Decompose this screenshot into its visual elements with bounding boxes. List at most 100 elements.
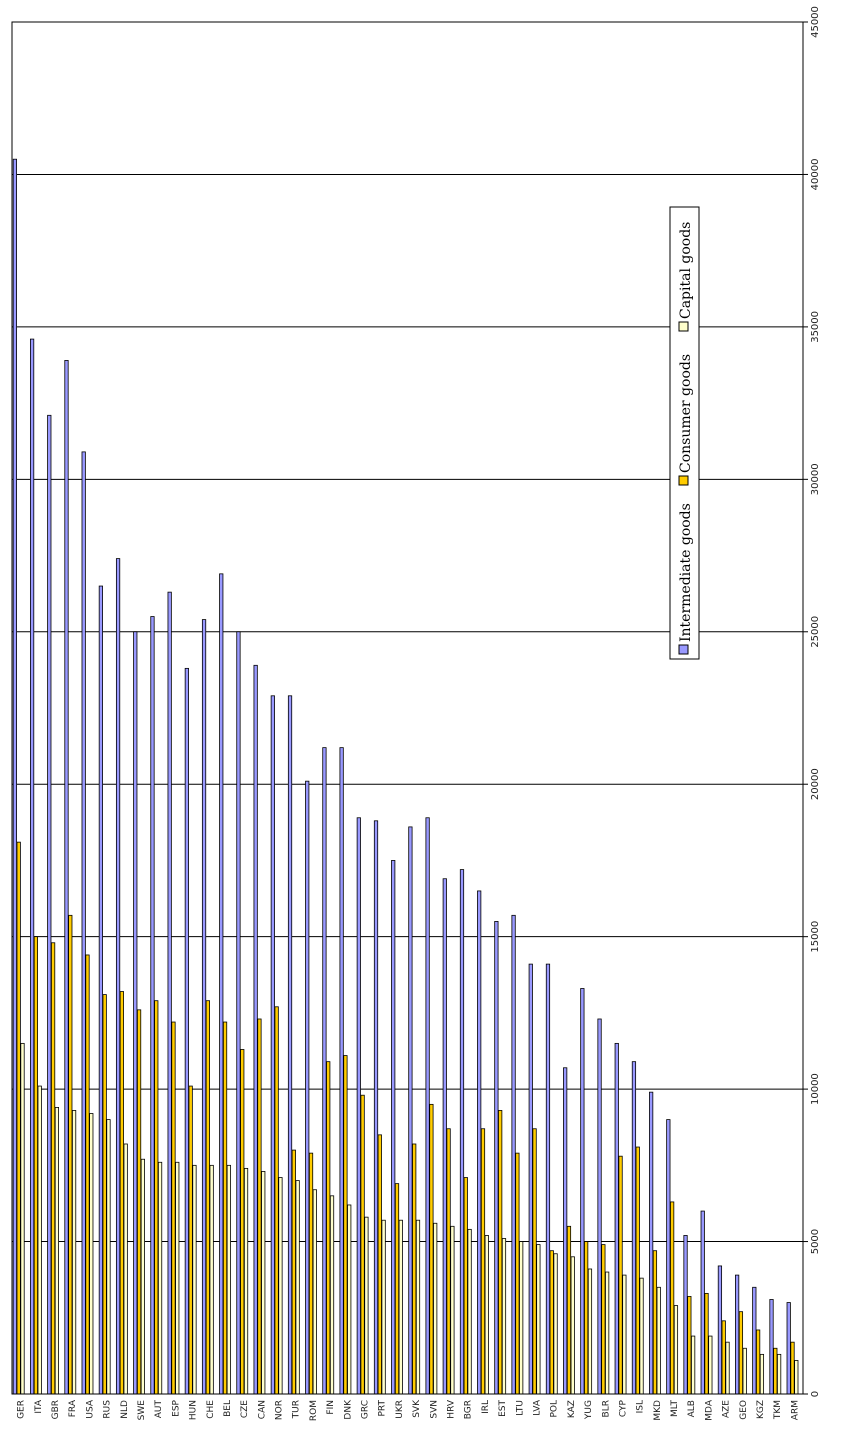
bar-consumer-goods-bel [222,1021,228,1395]
value-tick-label: 5000 [810,1229,821,1254]
bar-consumer-goods-mlt [670,1201,675,1395]
bar-consumer-goods-fra [68,914,73,1395]
category-label-pol: POL [550,1400,560,1418]
bar-intermediate-goods-arm [786,1302,791,1395]
category-label-rus: RUS [103,1400,113,1419]
value-tick-label: 30000 [810,463,821,495]
plot-frame [11,21,804,1395]
bar-intermediate-goods-tur [287,695,293,1395]
category-label-mda: MDA [704,1399,714,1421]
bar-intermediate-goods-ita [29,338,35,1395]
bar-intermediate-goods-est [494,921,499,1395]
bar-intermediate-goods-blr [597,1018,602,1395]
bar-consumer-goods-isl [635,1146,640,1395]
bar-consumer-goods-kaz [566,1225,572,1395]
bar-consumer-goods-bgr [463,1177,468,1395]
bar-intermediate-goods-usa [81,451,86,1395]
category-label-swe: SWE [137,1400,147,1421]
bar-capital-goods-esp [175,1161,180,1395]
value-tick-label: 40000 [810,159,821,191]
bar-consumer-goods-can [257,1018,262,1395]
bar-intermediate-goods-cze [236,631,241,1395]
bar-intermediate-goods-grc [356,817,361,1395]
bar-intermediate-goods-ger [12,158,17,1395]
category-label-kgz: KGZ [756,1400,766,1419]
bar-capital-goods-ger [20,1042,25,1395]
value-tick-label: 15000 [810,921,821,953]
bar-capital-goods-ita [37,1085,42,1395]
bar-capital-goods-grc [364,1216,369,1395]
bar-intermediate-goods-gbr [47,414,52,1395]
bar-capital-goods-kaz [570,1256,575,1395]
bar-capital-goods-nld [123,1143,128,1395]
bar-intermediate-goods-hrv [442,878,447,1395]
bar-consumer-goods-mkd [652,1250,658,1395]
legend: Intermediate goods Consumer goods Capital … [669,206,700,660]
category-label-svk: SVK [412,1399,422,1418]
category-label-hrv: HRV [446,1399,456,1419]
category-label-ger: GER [17,1400,27,1419]
bar-consumer-goods-ltu [515,1152,520,1395]
bar-intermediate-goods-rom [305,780,310,1395]
bar-intermediate-goods-aze [717,1265,723,1395]
category-label-ukr: UKR [395,1400,405,1419]
bar-consumer-goods-cze [240,1049,245,1395]
category-label-fin: FIN [326,1400,336,1415]
category-label-ltu: LTU [515,1400,525,1416]
category-label-blr: BLR [601,1400,611,1417]
bar-intermediate-goods-svk [408,826,413,1395]
bar-intermediate-goods-swe [133,631,138,1395]
category-label-mkd: MKD [653,1400,663,1421]
bar-intermediate-goods-fin [322,747,327,1395]
bar-capital-goods-gbr [54,1107,59,1395]
bar-consumer-goods-che [205,1000,210,1395]
bar-capital-goods-irl [484,1235,489,1395]
bar-capital-goods-ukr [398,1219,403,1395]
bar-consumer-goods-mda [704,1292,709,1395]
bar-capital-goods-aut [157,1161,163,1395]
bar-capital-goods-rom [312,1189,317,1395]
category-label-alb: ALB [687,1400,697,1417]
category-label-usa: USA [85,1399,95,1418]
bar-capital-goods-che [209,1164,214,1395]
bar-capital-goods-svn [433,1222,438,1395]
bar-intermediate-goods-bgr [459,869,465,1395]
bar-intermediate-goods-mda [700,1210,705,1395]
bar-capital-goods-aze [725,1341,730,1395]
bar-capital-goods-tkm [777,1353,782,1395]
bar-intermediate-goods-alb [683,1235,688,1395]
category-label-gbr: GBR [51,1400,61,1419]
category-label-tkm: TKM [773,1400,783,1420]
bar-capital-goods-svk [415,1219,421,1395]
category-label-tur: TUR [292,1400,302,1419]
bar-consumer-goods-tkm [773,1347,778,1395]
bar-intermediate-goods-fra [64,360,69,1395]
legend-swatch-intermediate-goods [678,644,689,655]
legend-label-intermediate-goods: Intermediate goods [678,503,694,642]
bar-intermediate-goods-cyp [614,1042,619,1395]
bar-consumer-goods-dnk [343,1055,348,1395]
bar-consumer-goods-alb [687,1296,692,1395]
bar-intermediate-goods-kgz [752,1286,757,1395]
category-label-yug: YUG [584,1400,594,1420]
bar-capital-goods-alb [691,1335,696,1395]
bar-intermediate-goods-kaz [563,1067,568,1395]
bar-capital-goods-swe [140,1158,145,1395]
bar-capital-goods-bel [226,1164,231,1395]
bar-consumer-goods-gbr [50,942,56,1395]
bar-consumer-goods-grc [360,1094,365,1395]
bar-consumer-goods-cyp [618,1155,623,1395]
value-tick-label: 25000 [810,616,821,648]
category-label-nld: NLD [120,1400,130,1419]
category-label-can: CAN [257,1400,267,1419]
bar-consumer-goods-kgz [756,1329,761,1395]
bar-intermediate-goods-mkd [649,1091,654,1395]
bar-capital-goods-hrv [450,1225,455,1395]
bar-intermediate-goods-dnk [339,747,344,1395]
category-axis-labels: GER ITA GBR FRA USA RUS NLD SWE AUT ESP HUN CHE BEL C… [17,1399,801,1421]
legend-box [669,206,700,660]
category-label-mlt: MLT [670,1400,680,1418]
bar-capital-goods-mda [708,1335,713,1395]
legend-label-capital-goods: Capital goods [678,222,694,319]
bar-consumer-goods-ita [33,936,38,1395]
